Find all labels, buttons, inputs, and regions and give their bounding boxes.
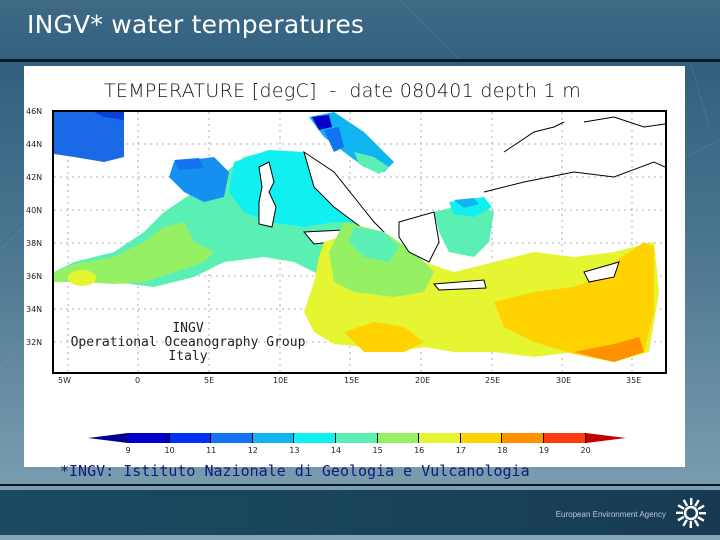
- colorbar-segment: [377, 433, 420, 443]
- colorbar-tick: 20: [580, 446, 591, 455]
- lat-label: 34N: [26, 305, 43, 314]
- colorbar-segment: [335, 433, 378, 443]
- lat-label: 44N: [26, 140, 43, 149]
- map-svg: [54, 112, 665, 372]
- lat-label: 46N: [26, 107, 43, 116]
- colorbar-ticks: 9 10 11 12 13 14 15 16 17 18 19 20: [125, 446, 608, 458]
- colorbar-tick: 11: [206, 446, 217, 455]
- lon-label: 30E: [556, 376, 572, 385]
- lat-label: 32N: [26, 338, 43, 347]
- chart-title: TEMPERATURE [degC] - date 080401 depth 1…: [104, 80, 582, 102]
- colorbar-tick: 17: [455, 446, 466, 455]
- colorbar-over-arrow: [585, 433, 626, 443]
- colorbar-tick: 19: [538, 446, 550, 455]
- lon-label: 5W: [58, 376, 71, 385]
- colorbar-segment: [419, 433, 461, 443]
- watermark-line: INGV: [172, 321, 204, 336]
- colorbar: [88, 433, 626, 443]
- watermark-line: Italy: [168, 349, 208, 364]
- lat-label: 40N: [26, 206, 43, 215]
- colorbar-segment: [294, 433, 336, 443]
- colorbar-segment: [502, 433, 544, 443]
- lon-label: 20E: [415, 376, 431, 385]
- colorbar-tick: 9: [125, 446, 131, 455]
- lat-label: 38N: [26, 239, 43, 248]
- colorbar-segment: [211, 433, 253, 443]
- lon-label: 25E: [485, 376, 501, 385]
- lat-label: 36N: [26, 272, 43, 281]
- colorbar-segment: [543, 433, 586, 443]
- colorbar-segment: [460, 433, 503, 443]
- colorbar-tick: 12: [247, 446, 258, 455]
- eea-label: European Environment Agency: [555, 510, 666, 519]
- colorbar-under-arrow: [88, 433, 128, 443]
- lon-label: 10E: [273, 376, 289, 385]
- colorbar-tick: 14: [330, 446, 342, 455]
- chart-panel: TEMPERATURE [degC] - date 080401 depth 1…: [24, 66, 685, 467]
- colorbar-segment: [169, 433, 212, 443]
- lon-label: 0: [135, 376, 141, 385]
- title-divider: [0, 59, 720, 62]
- lon-label: 5E: [204, 376, 215, 385]
- colorbar-segment: [128, 433, 170, 443]
- ingv-footnote: *INGV: Istituto Nazionale di Geologia e …: [60, 462, 530, 480]
- footer-band: European Environment Agency: [0, 490, 720, 535]
- lat-label: 42N: [26, 173, 43, 182]
- colorbar-tick: 13: [289, 446, 300, 455]
- colorbar-segment: [252, 433, 295, 443]
- eea-sun-logo-icon: [676, 498, 706, 528]
- lon-label: 35E: [626, 376, 642, 385]
- colorbar-tick: 10: [164, 446, 175, 455]
- watermark-line: Operational Oceanography Group: [70, 335, 306, 350]
- colorbar-tick: 16: [414, 446, 425, 455]
- colorbar-tick: 18: [497, 446, 508, 455]
- temperature-map: [52, 110, 667, 374]
- footer-divider: [0, 484, 720, 486]
- ingv-watermark: INGV Operational Oceanography Group Ital…: [58, 322, 318, 364]
- slide-title: INGV* water temperatures: [27, 10, 365, 39]
- lon-label: 15E: [344, 376, 360, 385]
- colorbar-tick: 15: [372, 446, 383, 455]
